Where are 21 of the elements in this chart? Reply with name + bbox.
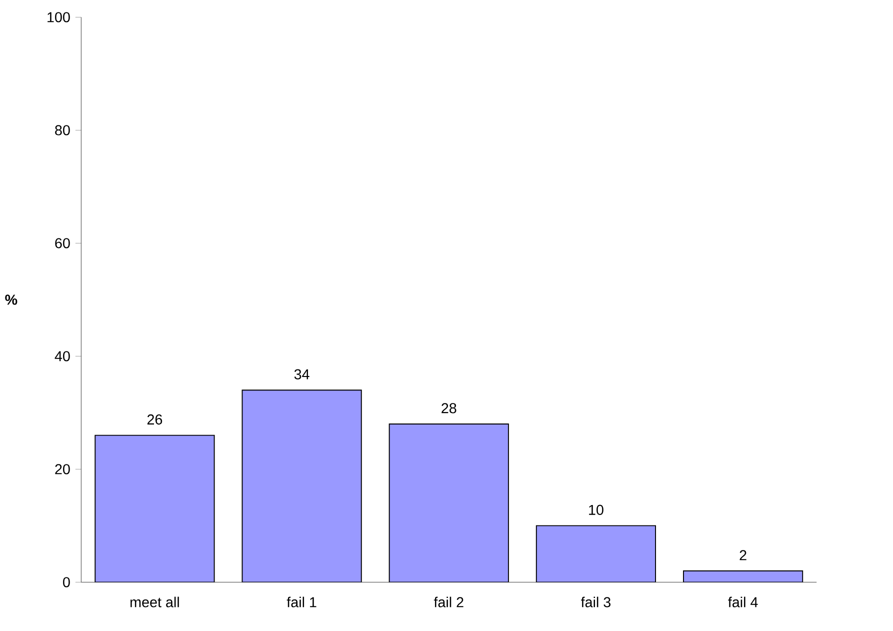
x-tick-label: fail 1 (286, 596, 316, 608)
y-tick-label: 80 (55, 125, 70, 136)
y-axis-title: % (5, 294, 18, 305)
y-tick-label: 0 (63, 577, 70, 588)
y-tick-label: 40 (54, 351, 70, 362)
x-tick-label: meet all (130, 596, 179, 608)
x-tick-label: fail 2 (434, 596, 464, 608)
y-tick-label: 20 (55, 464, 70, 474)
x-tick-label: fail 4 (728, 596, 758, 608)
data-label: 28 (442, 403, 456, 414)
y-tick-label: 60 (55, 238, 70, 248)
y-tick-label: 100 (48, 12, 70, 22)
bar (536, 525, 656, 582)
x-tick-label: fail 3 (581, 596, 610, 608)
data-label: 10 (589, 504, 604, 515)
data-label: 34 (294, 369, 310, 380)
data-label: 26 (147, 414, 162, 425)
bar (242, 390, 362, 582)
data-label: 2 (740, 550, 746, 560)
bar (388, 424, 509, 582)
bar (94, 434, 215, 582)
